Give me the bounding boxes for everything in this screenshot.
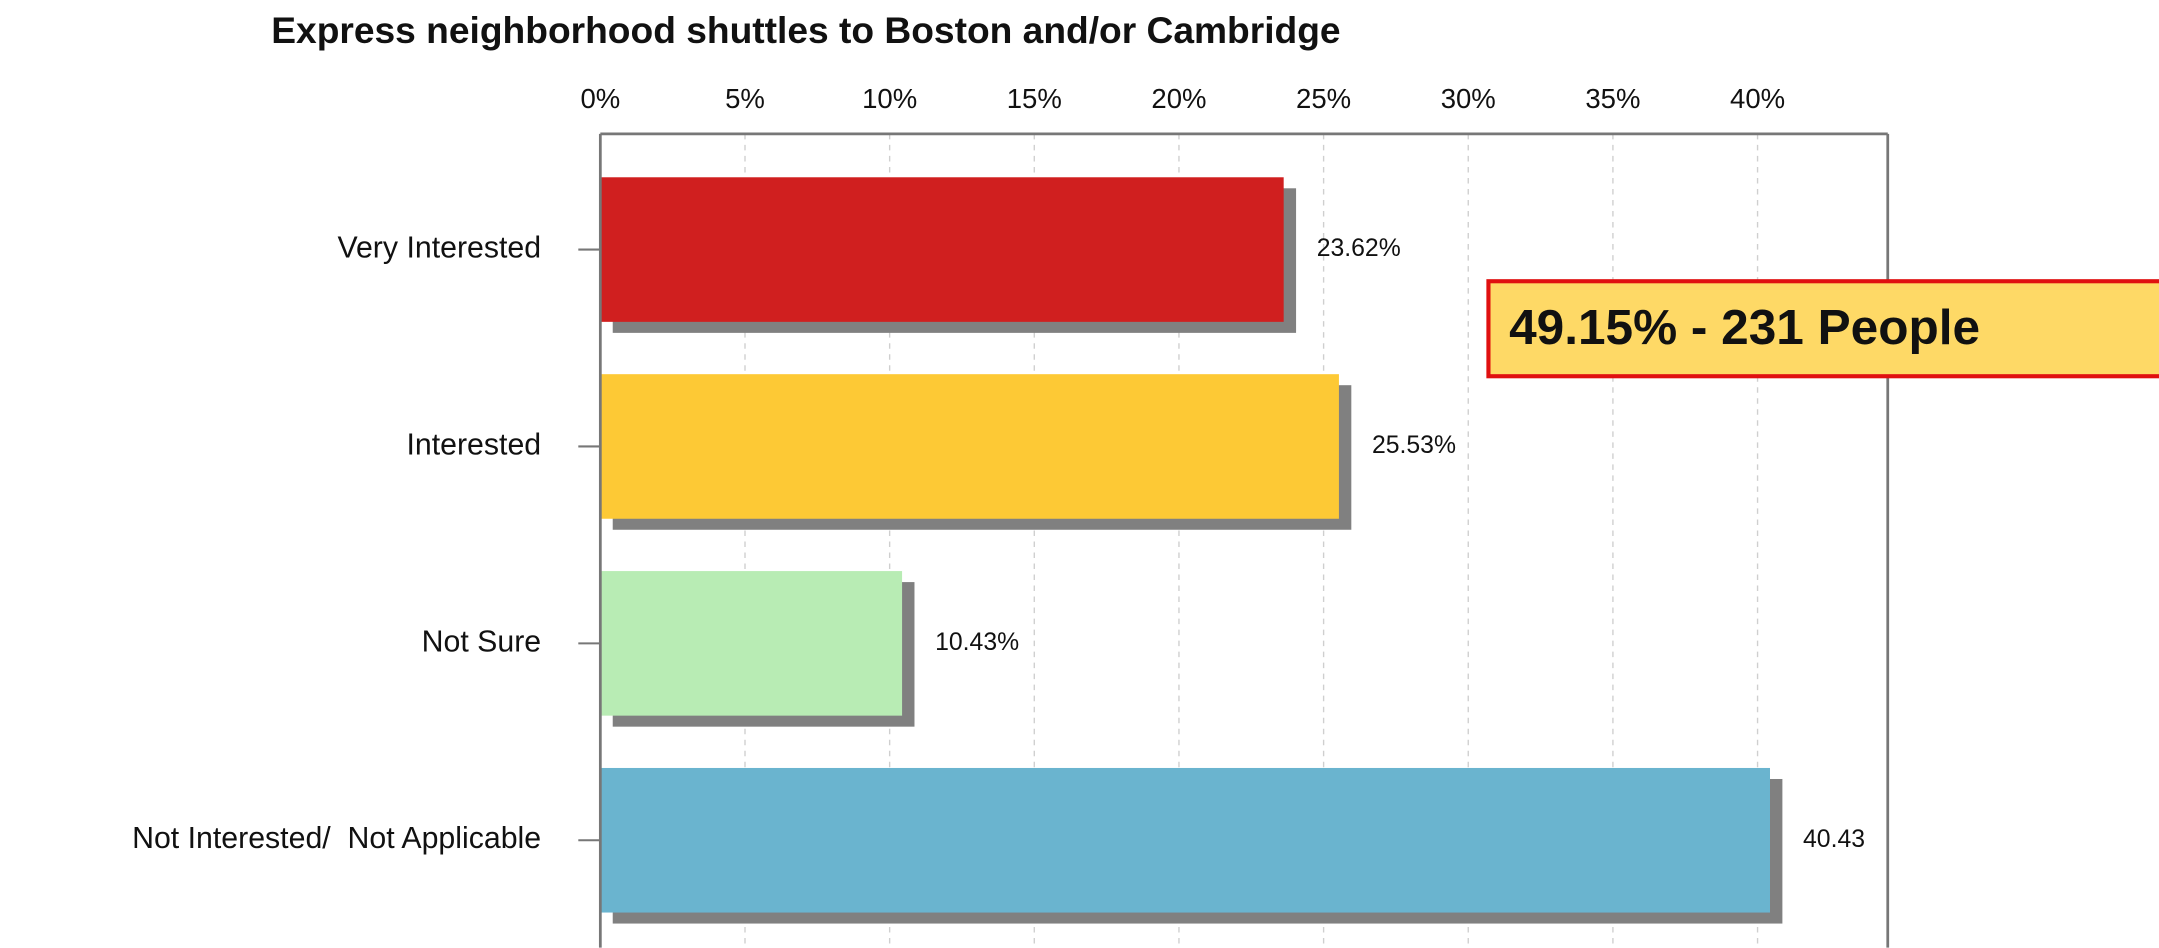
value-label: 25.53% (1372, 432, 1456, 459)
x-tick-label: 10% (862, 83, 917, 114)
bar (600, 571, 903, 716)
bar (600, 767, 1771, 913)
x-tick-label: 35% (1585, 83, 1640, 114)
value-label: 10.43% (935, 629, 1019, 656)
y-tick-label: Not Interested/ Not Applicable (132, 822, 541, 855)
bar (600, 177, 1284, 322)
x-tick-label: 5% (725, 83, 765, 114)
x-tick-label: 15% (1007, 83, 1062, 114)
value-label: 40.43 (1803, 826, 1865, 853)
x-tick-label: 40% (1730, 83, 1785, 114)
chart-title: Express neighborhood shuttles to Boston … (271, 9, 1340, 51)
bar (600, 374, 1339, 519)
x-tick-label: 30% (1441, 83, 1496, 114)
annotation: 49.15% - 231 People (1509, 299, 1980, 355)
value-label: 23.62% (1317, 235, 1401, 262)
x-tick-label: 25% (1296, 83, 1351, 114)
x-tick-label: 20% (1151, 83, 1206, 114)
y-tick-label: Not Sure (422, 625, 542, 658)
y-tick-label: Very Interested (337, 232, 541, 265)
annotation-box (1486, 279, 2159, 379)
x-tick-label: 0% (580, 83, 620, 114)
y-tick-label: Interested (406, 428, 541, 461)
